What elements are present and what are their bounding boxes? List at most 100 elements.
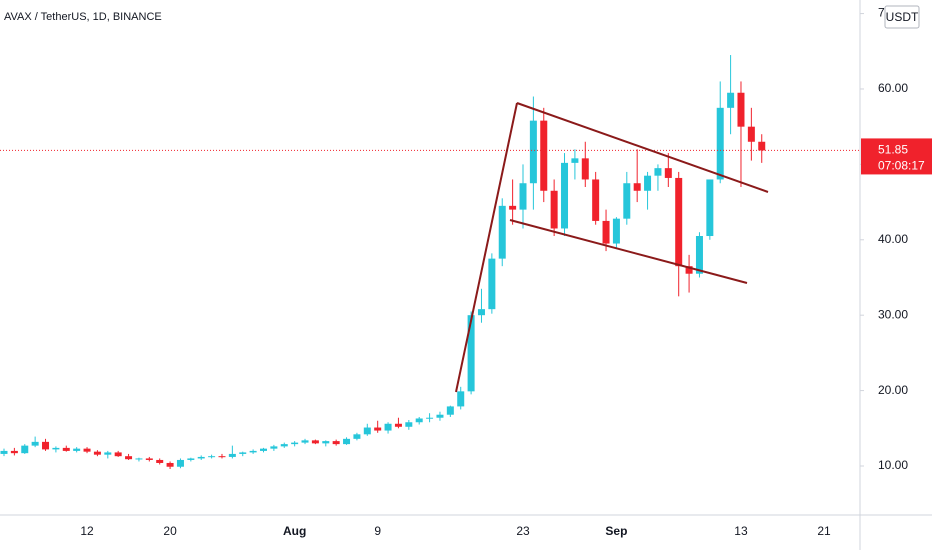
last-price-box [861,138,932,175]
x-tick-label: 13 [734,524,748,538]
candle-body [467,315,475,392]
axes: 10.0020.0030.0040.0050.0060.0070.001220A… [80,6,932,538]
candle-body [145,458,153,460]
candle-body [187,458,195,460]
countdown: 07:08:17 [878,159,925,173]
candle-body [270,446,278,449]
y-tick-label: 30.00 [878,307,908,321]
candle-body [260,448,267,451]
candle-body [612,218,620,244]
candle-body [114,452,122,457]
price-axis-bg [860,0,932,550]
candle-body [529,120,537,184]
x-tick-label: Sep [605,524,627,538]
candle-body [644,175,652,191]
candle-body [561,162,569,229]
trend-line [516,102,769,193]
candle-body [394,423,402,427]
candle-body [737,92,745,127]
candle-body [727,92,735,108]
x-tick-label: 20 [163,524,177,538]
candle-body [540,120,548,191]
candle-body [436,414,444,418]
candle-body [706,179,714,237]
candle-body [571,158,579,163]
candle-body [602,220,610,244]
candle-body [104,452,112,455]
candle-body [156,459,164,463]
x-tick-label: 23 [516,524,530,538]
candle-body [343,438,351,445]
candle-body [0,450,8,454]
y-tick-label: 40.00 [878,232,908,246]
candle-body [239,452,247,454]
trend-line [509,219,748,284]
candle-body [291,442,299,445]
candle-body [363,427,371,435]
candle-body [498,205,506,259]
candle-body [83,448,91,452]
x-tick-label: 9 [374,524,381,538]
candle-body [374,427,382,431]
candle-body [384,423,392,431]
candle-body [488,258,496,310]
currency: USDT [886,10,919,24]
last-price: 51.85 [878,143,908,157]
candle-body [176,459,184,467]
candle-body [716,107,724,180]
candle-body [747,126,755,142]
candle-body [446,406,454,415]
candle-body [197,456,205,459]
candle-body [10,450,18,454]
candle-body [322,441,330,444]
candle-body [633,183,641,191]
candle-body [550,190,558,229]
pattern-lines [455,102,769,393]
candle-body [415,418,423,423]
candle-body [623,183,631,219]
candle-body [477,309,485,316]
chart-title: AVAX / TetherUS, 1D, BINANCE [4,11,162,23]
x-tick-label: Aug [283,524,306,538]
candle-body [62,447,70,451]
time-axis-bg [0,515,860,550]
candle-body [353,434,361,439]
candle-body [280,444,288,447]
candle-body [125,456,133,460]
candle-body [52,447,60,450]
candle-body [426,417,434,419]
candle-body [31,441,39,446]
candle-body [311,440,319,444]
candle-body [592,179,600,221]
candle-body [332,441,340,445]
candle-body [685,266,693,274]
candle-body [405,422,413,427]
trend-line [455,102,518,393]
candle-body [21,445,29,454]
candle-body [135,458,143,460]
candle-body [228,453,236,457]
candle-body [509,205,517,210]
candle-body [249,450,257,453]
candle-body [654,168,662,176]
y-tick-label: 60.00 [878,81,908,95]
candle-body [73,448,81,451]
y-tick-label: 10.00 [878,458,908,472]
candle-body [695,236,703,274]
y-tick-label: 20.00 [878,383,908,397]
currency-badge[interactable] [884,5,920,29]
x-tick-label: 21 [817,524,831,538]
candle-body [301,440,309,443]
candle-body [664,168,672,178]
candle-body [218,456,226,458]
candle-body [166,462,174,467]
x-tick-label: 12 [80,524,94,538]
candle-body [581,158,589,180]
candle-body [519,183,527,210]
candle-body [675,177,683,267]
candle-body [208,456,216,458]
candle-body [93,451,101,455]
candle-body [457,391,465,407]
